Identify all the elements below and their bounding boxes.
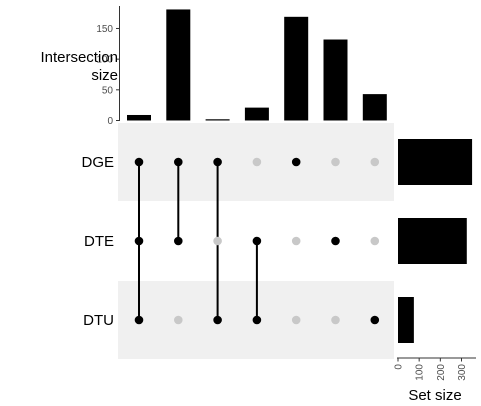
set-size-bars xyxy=(398,139,473,343)
membership-dot-active xyxy=(213,315,222,325)
set-size-axis-title: Set size xyxy=(408,387,461,404)
membership-dot-inactive xyxy=(331,157,340,167)
membership-dot-active xyxy=(331,236,340,246)
set-size-tick-label: 0 xyxy=(394,364,405,370)
intersection-bar xyxy=(244,107,269,121)
intersection-tick-label: 50 xyxy=(102,85,114,96)
set-size-bar-dte xyxy=(398,218,467,264)
membership-dot-active xyxy=(134,236,144,246)
set-size-tick-label: 200 xyxy=(436,364,447,381)
membership-dot-active xyxy=(291,157,301,167)
membership-dot-inactive xyxy=(252,157,262,167)
intersection-bar xyxy=(362,94,387,121)
set-size-tick-label: 100 xyxy=(415,364,426,381)
membership-dot-active xyxy=(134,157,144,167)
intersection-tick-label: 100 xyxy=(96,55,113,66)
intersection-size-label-line-2: size xyxy=(91,67,118,84)
intersection-bar xyxy=(284,16,309,121)
membership-dot-active xyxy=(174,157,183,167)
membership-dot-active xyxy=(213,157,222,167)
set-size-bar-dtu xyxy=(398,297,414,343)
set-label-dtu: DTU xyxy=(83,312,114,329)
membership-matrix: DGE DTE DTU xyxy=(81,154,380,329)
membership-dot-inactive xyxy=(291,236,301,246)
membership-dot-inactive xyxy=(174,315,183,325)
membership-dot-inactive xyxy=(331,315,340,325)
membership-dot-inactive xyxy=(370,157,380,167)
intersection-bar xyxy=(205,119,230,121)
set-label-dge: DGE xyxy=(81,154,114,171)
membership-dot-active xyxy=(252,236,262,246)
membership-dot-active xyxy=(370,315,380,325)
membership-dot-inactive xyxy=(213,236,222,246)
set-size-tick-label: 300 xyxy=(457,364,468,381)
intersection-bar xyxy=(166,9,191,121)
intersection-size-label-line-1: Intersection xyxy=(40,49,118,66)
set-label-dte: DTE xyxy=(84,233,114,250)
intersection-size-axis: 0 50 100 150 xyxy=(96,6,120,127)
set-size-axis: 0 100 200 300 xyxy=(394,357,476,381)
membership-dot-active xyxy=(252,315,262,325)
intersection-bar xyxy=(323,39,348,121)
membership-dot-active xyxy=(174,236,183,246)
membership-dot-active xyxy=(134,315,144,325)
membership-dot-inactive xyxy=(291,315,301,325)
membership-dot-inactive xyxy=(370,236,380,246)
intersection-tick-label: 150 xyxy=(96,24,113,35)
set-size-bar-dge xyxy=(398,139,473,185)
intersection-bar xyxy=(127,114,151,121)
intersection-tick-label: 0 xyxy=(107,116,113,127)
intersection-bars xyxy=(127,9,387,121)
